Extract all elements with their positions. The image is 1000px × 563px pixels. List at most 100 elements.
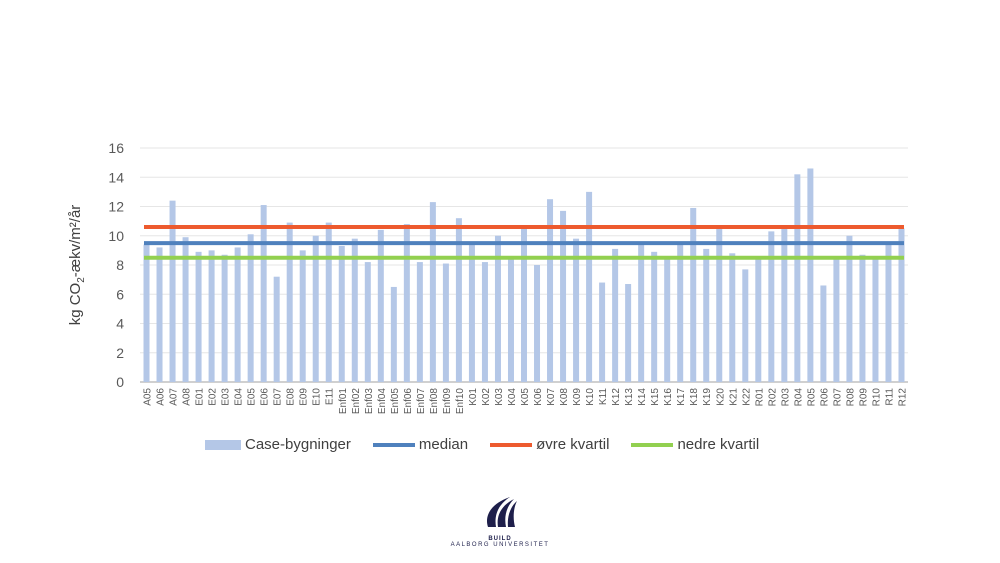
x-tick-label: R09 xyxy=(858,388,869,407)
bar-Enf03 xyxy=(364,262,371,382)
bar-Enf06 xyxy=(403,224,410,382)
bar-K06 xyxy=(534,265,541,382)
bar-K10 xyxy=(586,191,593,382)
bar-R11 xyxy=(885,241,892,382)
y-tick-label: 8 xyxy=(116,257,124,273)
x-tick-label: K06 xyxy=(533,388,544,406)
x-tick-label: K10 xyxy=(585,388,596,406)
bar-R02 xyxy=(768,231,775,382)
bar-R08 xyxy=(846,235,853,382)
bar-K02 xyxy=(481,262,488,382)
aalborg-university-logo: BUILD AALBORG UNIVERSITET xyxy=(440,495,560,548)
x-tick-label: Enf07 xyxy=(416,388,427,415)
x-tick-label: K01 xyxy=(468,388,479,406)
bar-E05 xyxy=(247,234,254,382)
x-tick-label: E11 xyxy=(325,388,336,405)
logo-university-text: AALBORG UNIVERSITET xyxy=(450,542,550,548)
x-tick-label: K14 xyxy=(637,388,648,406)
x-tick-label: K04 xyxy=(507,388,518,406)
y-tick-label: 16 xyxy=(108,140,124,156)
x-tick-label: R03 xyxy=(780,388,791,407)
bar-R01 xyxy=(755,257,762,382)
legend-label: nedre kvartil xyxy=(677,436,760,453)
legend-swatch xyxy=(490,442,533,447)
x-tick-label: Enf06 xyxy=(403,388,414,415)
bar-R09 xyxy=(859,254,866,382)
bar-E02 xyxy=(208,250,215,382)
bar-R06 xyxy=(820,285,827,382)
logo-build-text: BUILD xyxy=(488,536,512,542)
bar-K17 xyxy=(677,243,684,382)
y-axis-label: kg CO2-ækv/m²/år xyxy=(67,205,87,326)
x-tick-label: K03 xyxy=(494,388,505,406)
bar-E11 xyxy=(325,222,332,382)
legend-label: median xyxy=(418,436,469,453)
x-tick-label: A05 xyxy=(143,388,154,406)
bar-E08 xyxy=(286,222,293,382)
x-tick-label: R11 xyxy=(884,388,895,406)
y-tick-label: 0 xyxy=(116,374,124,390)
x-tick-label: A08 xyxy=(182,388,193,406)
bar-R03 xyxy=(781,228,788,382)
bar-K13 xyxy=(625,284,632,382)
x-tick-label: K08 xyxy=(559,388,570,406)
x-tick-label: E09 xyxy=(299,388,310,406)
x-tick-label: R04 xyxy=(793,388,804,407)
x-tick-label: E08 xyxy=(286,388,297,406)
legend: Case-bygninger median øvre kvartil nedre kv… xyxy=(205,436,781,453)
x-tick-label: K07 xyxy=(546,388,557,406)
x-tick-label: E01 xyxy=(195,388,206,406)
bar-K04 xyxy=(507,259,514,382)
legend-item: øvre kvartil xyxy=(490,436,609,453)
bar-K20 xyxy=(716,228,723,382)
x-tick-label: K11 xyxy=(598,388,609,405)
x-tick-label: Enf02 xyxy=(351,388,362,415)
bar-K19 xyxy=(703,248,710,382)
bar-K09 xyxy=(573,238,580,382)
bar-K01 xyxy=(468,243,475,382)
bar-K12 xyxy=(612,248,619,382)
bar-E07 xyxy=(273,276,280,382)
bar-E09 xyxy=(299,250,306,382)
x-tick-label: K18 xyxy=(689,388,700,406)
bar-E10 xyxy=(312,235,319,382)
y-tick-label: 14 xyxy=(108,169,124,185)
legend-swatch xyxy=(205,439,241,450)
bar-A06 xyxy=(156,247,163,382)
bar-R04 xyxy=(794,174,801,382)
bar-A07 xyxy=(169,200,176,382)
bar-A05 xyxy=(143,244,150,382)
x-tick-label: K05 xyxy=(520,388,531,406)
bar-K18 xyxy=(690,207,697,382)
x-tick-label: K21 xyxy=(728,388,739,406)
bar-Enf02 xyxy=(351,238,358,382)
bar-Enf09 xyxy=(442,263,449,382)
bar-K22 xyxy=(742,269,749,382)
bar-K21 xyxy=(729,253,736,382)
bars xyxy=(143,168,905,382)
x-tick-label: R07 xyxy=(832,388,843,407)
y-tick-label: 4 xyxy=(116,316,124,332)
bar-R05 xyxy=(807,168,814,382)
bar-K15 xyxy=(651,251,658,382)
bar-Enf08 xyxy=(429,202,436,382)
y-tick-label: 2 xyxy=(116,345,124,361)
bar-R10 xyxy=(872,257,879,382)
bar-Enf04 xyxy=(377,229,384,382)
x-tick-label: K22 xyxy=(741,388,752,406)
bar-Enf07 xyxy=(416,262,423,382)
x-tick-label: Enf05 xyxy=(390,388,401,415)
x-tick-label: R06 xyxy=(819,388,830,407)
bar-Enf10 xyxy=(455,218,462,382)
legend-label: øvre kvartil xyxy=(536,436,610,453)
legend-item: median xyxy=(372,436,469,453)
x-tick-label: R10 xyxy=(871,388,882,407)
x-tick-label: E10 xyxy=(312,388,323,406)
x-tick-label: R02 xyxy=(767,388,778,407)
x-tick-label: K09 xyxy=(572,388,583,406)
x-tick-label: K13 xyxy=(624,388,635,406)
x-tick-label: K19 xyxy=(702,388,713,406)
x-tick-label: R05 xyxy=(806,388,817,407)
x-tick-label: K16 xyxy=(663,388,674,406)
bar-K03 xyxy=(494,235,501,382)
